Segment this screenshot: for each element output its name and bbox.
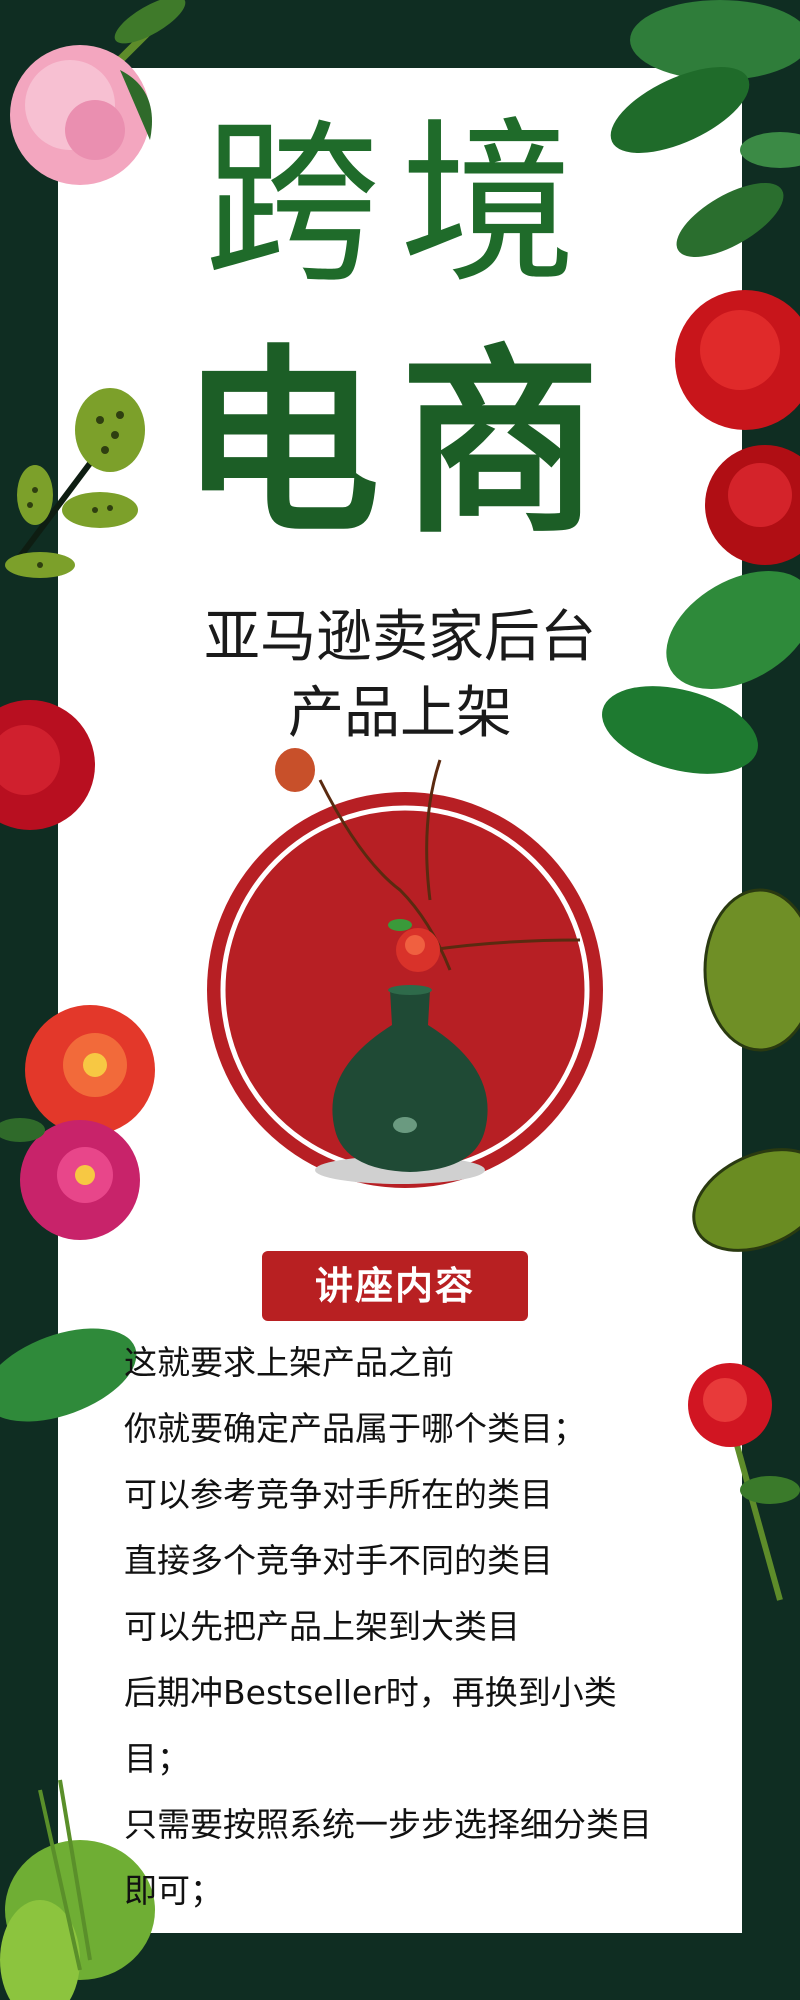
content-line: 你就要确定产品属于哪个类目；	[124, 1409, 586, 1448]
decor-left-camellias	[0, 1005, 155, 1240]
decor-top-right-leaves	[610, 0, 800, 168]
content-line: 直接多个竞争对手不同的类目	[124, 1541, 553, 1580]
title-line-1: 跨境	[203, 102, 596, 307]
decor-left-spotted-leaves	[5, 388, 145, 578]
content-line: 即可；	[124, 1871, 223, 1910]
decor-right-olive-leaves	[692, 888, 800, 1252]
vase-illustration	[207, 748, 603, 1188]
subtitle-line-2: 产品上架	[288, 681, 512, 746]
content-line: 可以先把产品上架到大类目	[124, 1607, 520, 1646]
decor-right-green-leaves	[602, 571, 800, 774]
content-line: 后期冲Bestseller时，再换到小类	[124, 1673, 617, 1712]
content-line: 可以参考竞争对手所在的类目	[124, 1475, 553, 1514]
decor-bottom-left-plant	[0, 1779, 155, 2000]
decor-right-red-roses	[675, 183, 800, 565]
section-badge: 讲座内容	[262, 1251, 528, 1321]
decor-right-small-rose	[688, 1363, 800, 1601]
content-line: 目；	[124, 1739, 190, 1778]
content-line: 只需要按照系统一步步选择细分类目	[124, 1805, 652, 1844]
subtitle-line-1: 亚马逊卖家后台	[204, 605, 596, 670]
content-text: 这就要求上架产品之前 你就要确定产品属于哪个类目； 可以参考竞争对手所在的类目 …	[124, 1330, 724, 1924]
title-line-2: 电商	[179, 328, 620, 561]
decor-top-left-rose	[10, 0, 186, 185]
content-line: 这就要求上架产品之前	[124, 1343, 454, 1382]
decor-left-red-rose	[0, 700, 95, 830]
decor-left-leaf	[0, 1328, 137, 1422]
